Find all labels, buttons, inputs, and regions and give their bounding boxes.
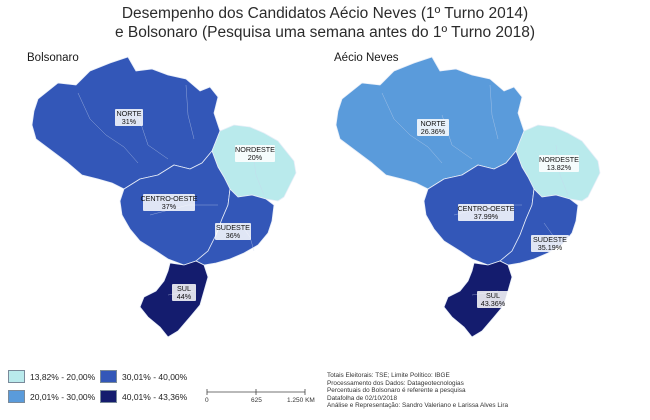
scale-label-0: 0 (205, 397, 209, 404)
aecio-map: NORTE 26.36% NORDESTE 13.82% CENTRO-OEST… (335, 56, 601, 338)
legend-label: 13,82% - 20,00% (30, 371, 96, 382)
label-sudeste-value: 35.19% (538, 243, 563, 252)
note-line: Datafolha de 02/10/2018 (327, 394, 398, 402)
label-sul-value: 43.36% (481, 299, 506, 308)
legend-swatch (8, 370, 25, 383)
legend-item-1: 13,82% - 20,00% (8, 370, 95, 383)
label-nordeste-value: 13.82% (547, 163, 572, 172)
label-sul-name: SUL (486, 291, 500, 300)
scale-bar: 0 625 1.250 KM (205, 388, 315, 418)
label-nordeste-name: NORDESTE (539, 155, 579, 164)
note-line: Totais Eleitorais: TSE; Limite Político:… (327, 372, 450, 379)
note-line: Percentuais do Bolsonaro é referente a p… (327, 387, 466, 395)
bolsonaro-map: NORTE 31% NORDESTE 20% CENTRO-OESTE 37% … (31, 56, 297, 338)
label-centro-oeste-value: 37% (162, 202, 177, 211)
label-sudeste-name: SUDESTE (533, 235, 567, 244)
map-label-aecio: Aécio Neves (334, 52, 399, 64)
scale-label-1250: 1.250 KM (287, 397, 315, 404)
map-label-bolsonaro: Bolsonaro (27, 52, 79, 64)
label-sul-value: 44% (177, 292, 192, 301)
label-centro-oeste-name: CENTRO-OESTE (140, 194, 197, 203)
label-sudeste-name: SUDESTE (216, 223, 250, 232)
map-title: Desempenho dos Candidatos Aécio Neves (1… (0, 4, 650, 42)
legend-item-3: 30,01% - 40,00% (100, 370, 187, 383)
region-labels: NORTE 26.36% NORDESTE 13.82% CENTRO-OEST… (417, 119, 579, 308)
label-norte-name: NORTE (420, 119, 445, 128)
map-legend: 13,82% - 20,00% 20,01% - 30,00% 30,01% -… (8, 370, 248, 414)
label-centro-oeste-value: 37.99% (474, 212, 499, 221)
label-sudeste-value: 36% (226, 231, 241, 240)
legend-item-4: 40,01% - 43,36% (100, 390, 187, 403)
legend-swatch (8, 390, 25, 403)
map-title-line-2: e Bolsonaro (Pesquisa uma semana antes d… (114, 24, 536, 41)
legend-swatch (100, 390, 117, 403)
legend-label: 40,01% - 43,36% (122, 391, 188, 402)
legend-label: 20,01% - 30,00% (30, 391, 96, 402)
label-norte-name: NORTE (116, 109, 141, 118)
legend-label: 30,01% - 40,00% (122, 371, 188, 382)
source-notes: Totais Eleitorais: TSE; Limite Político:… (327, 372, 647, 410)
legend-swatch (100, 370, 117, 383)
note-line: Análise e Representação: Sandro Valerian… (327, 402, 509, 410)
legend-item-2: 20,01% - 30,00% (8, 390, 95, 403)
region-labels: NORTE 31% NORDESTE 20% CENTRO-OESTE 37% … (115, 109, 275, 301)
label-nordeste-value: 20% (248, 153, 263, 162)
label-norte-value: 31% (122, 117, 137, 126)
map-title-line-1: Desempenho dos Candidatos Aécio Neves (1… (121, 5, 529, 22)
scale-bar-ticks (206, 389, 306, 395)
label-sul-name: SUL (177, 284, 191, 293)
label-norte-value: 26.36% (421, 127, 446, 136)
note-line: Processamento dos Dados: Datageotecnolog… (327, 379, 464, 387)
scale-label-625: 625 (251, 397, 262, 404)
label-nordeste-name: NORDESTE (235, 145, 275, 154)
label-centro-oeste-name: CENTRO-OESTE (457, 204, 514, 213)
